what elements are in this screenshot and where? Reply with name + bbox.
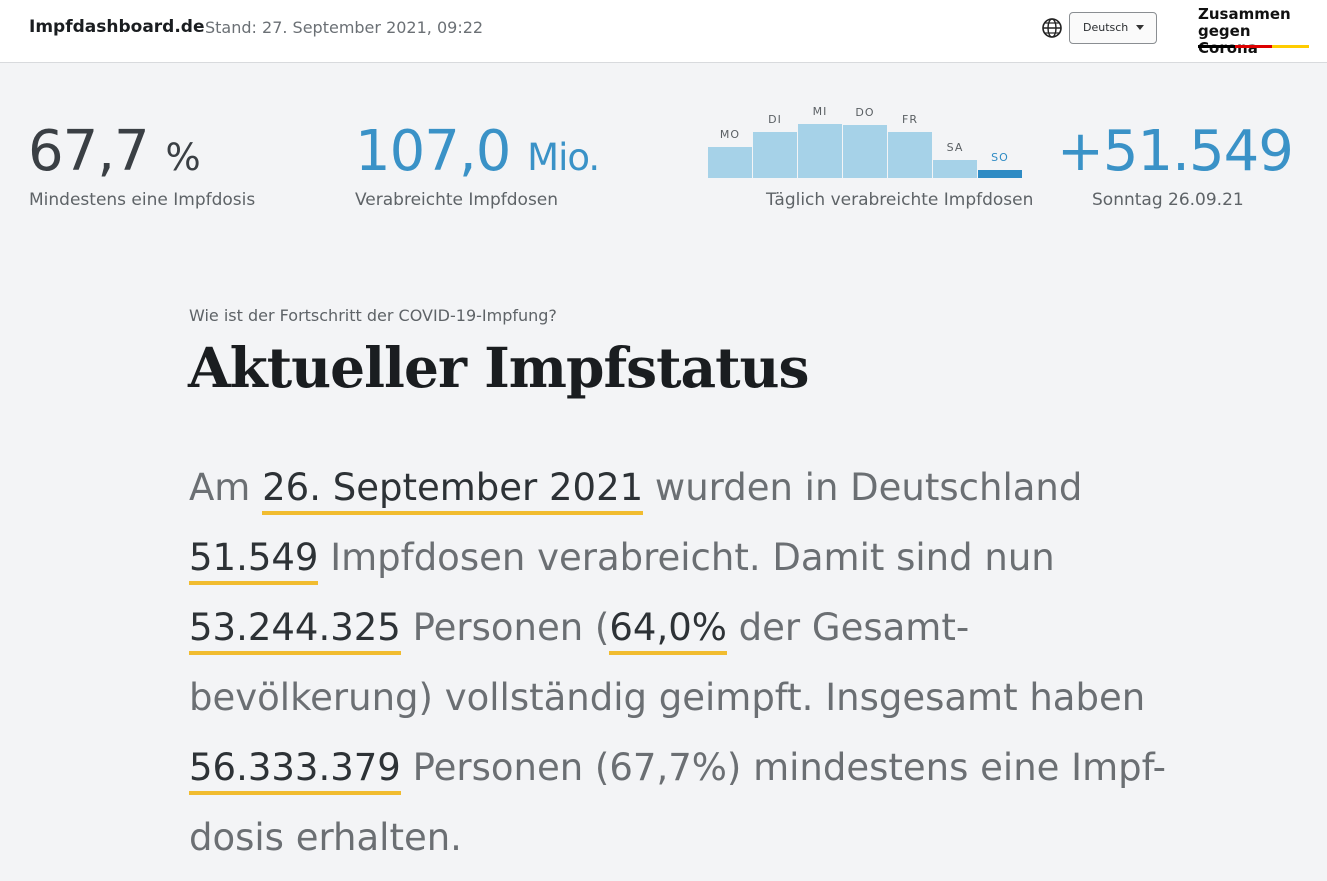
highlight-first-dose[interactable]: 56.333.379 <box>189 746 401 795</box>
top-bar: Impfdashboard.de Stand: 27. September 20… <box>0 0 1327 63</box>
daily-doses-date: Sonntag 26.09.21 <box>1092 190 1244 210</box>
text-fragment: Personen (67,7%) mindestens eine Impf- <box>400 746 1166 789</box>
chart-bar-sa[interactable] <box>933 160 977 178</box>
daily-doses-chart[interactable]: MO DI MI DO FR SA SO <box>708 96 1022 178</box>
flag-stripe-black <box>1198 45 1235 48</box>
highlight-date[interactable]: 26. September 2021 <box>262 466 644 515</box>
daily-doses-chart-label: Täglich verabreichte Impfdosen <box>766 190 1034 210</box>
page-title: Aktueller Impfstatus <box>188 335 809 400</box>
site-brand[interactable]: Impfdashboard.de <box>29 17 205 37</box>
status-paragraph: Am 26. September 2021 wurden in Deutschl… <box>189 453 1169 873</box>
highlight-fully-vaccinated[interactable]: 53.244.325 <box>189 606 401 655</box>
chart-bar-label-sa: SA <box>946 141 964 155</box>
data-timestamp: Stand: 27. September 2021, 09:22 <box>205 18 484 37</box>
chart-bar-mi[interactable] <box>798 124 842 178</box>
text-fragment: wurden in Deutschland <box>643 466 1083 509</box>
text-fragment: Personen ( <box>400 606 610 649</box>
first-dose-label: Mindestens eine Impfdosis <box>29 190 256 210</box>
chevron-down-icon <box>1136 25 1144 30</box>
chart-bar-do[interactable] <box>843 125 887 178</box>
text-fragment: Am <box>189 466 263 509</box>
first-dose-value: 67,7 <box>28 119 150 184</box>
flag-stripe-gold <box>1272 45 1309 48</box>
logo-line-1: Zusammen <box>1198 5 1291 23</box>
logo-line-2: gegen Corona <box>1198 22 1258 57</box>
total-doses-unit: Mio. <box>527 136 600 179</box>
chart-bar-label-mo: MO <box>719 128 741 142</box>
highlight-doses[interactable]: 51.549 <box>189 536 319 585</box>
total-doses-stat: 107,0 Mio. <box>355 124 600 186</box>
text-fragment: der Gesamt- <box>726 606 970 649</box>
text-fragment: bevölkerung) vollständig geimpft. Insges… <box>189 676 1146 719</box>
chart-bar-label-di: DI <box>768 112 782 126</box>
chart-bar-so[interactable] <box>978 170 1022 178</box>
first-dose-unit: % <box>165 136 201 179</box>
text-fragment: Impfdosen verabreicht. Damit sind nun <box>318 536 1055 579</box>
chart-bar-mo[interactable] <box>708 147 752 178</box>
logo-flag-stripe <box>1198 45 1309 48</box>
language-select[interactable]: Deutsch <box>1069 12 1157 44</box>
language-select-value: Deutsch <box>1083 21 1129 34</box>
daily-doses-value: +51.549 <box>1057 119 1294 184</box>
chart-bar-di[interactable] <box>753 131 797 178</box>
first-dose-stat: 67,7 % <box>28 124 201 186</box>
highlight-fully-pct[interactable]: 64,0% <box>609 606 727 655</box>
chart-bar-label-mi: MI <box>812 105 828 118</box>
text-fragment: dosis erhalten. <box>189 816 462 859</box>
campaign-logo[interactable]: Zusammen gegen Corona <box>1198 6 1310 57</box>
section-kicker: Wie ist der Fortschritt der COVID-19-Imp… <box>189 306 557 325</box>
chart-bar-fr[interactable] <box>888 131 932 178</box>
total-doses-label: Verabreichte Impfdosen <box>355 190 559 210</box>
globe-icon[interactable] <box>1041 17 1063 39</box>
chart-bar-label-fr: FR <box>902 112 918 126</box>
total-doses-value: 107,0 <box>355 119 511 184</box>
chart-bar-label-so: SO <box>991 151 1009 164</box>
chart-bar-label-do: DO <box>855 106 875 120</box>
flag-stripe-red <box>1235 45 1272 48</box>
